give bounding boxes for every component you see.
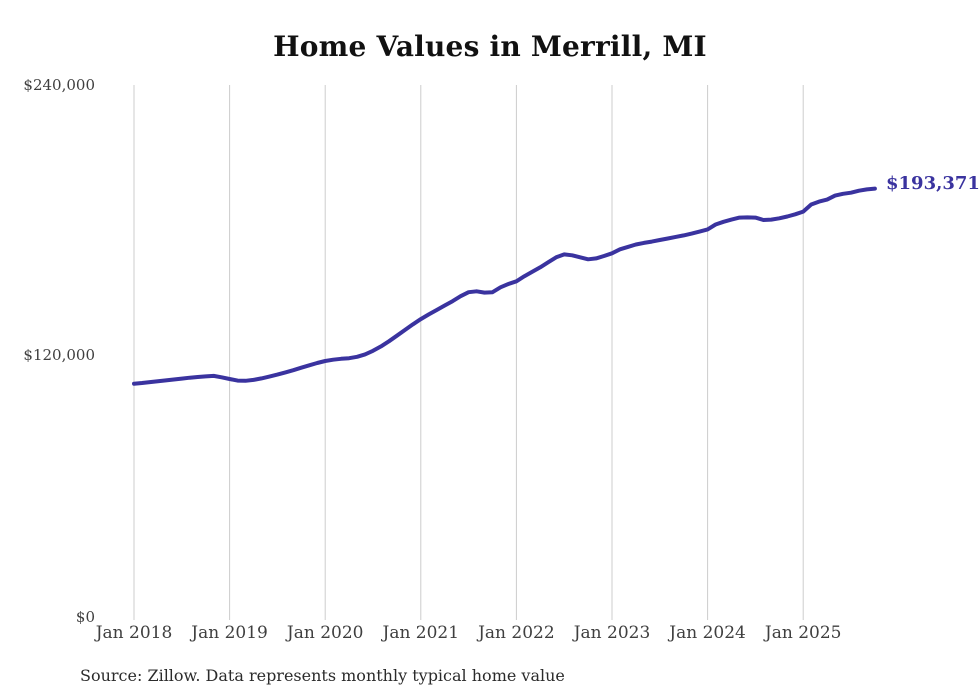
y-tick-label-0: $0 — [75, 608, 95, 626]
x-tick-label: Jan 2023 — [573, 623, 651, 643]
x-tick-label: Jan 2024 — [669, 623, 746, 643]
home-value-line — [132, 186, 877, 386]
latest-value-label: $193,371 — [886, 173, 980, 194]
x-tick-label: Jan 2020 — [286, 623, 364, 643]
chart-title: Home Values in Merrill, MI — [273, 30, 707, 63]
x-tick-label: Jan 2021 — [382, 623, 460, 643]
x-tick-label: Jan 2025 — [764, 623, 842, 643]
y-tick-label-240k: $240,000 — [23, 76, 95, 94]
x-tick-label: Jan 2019 — [191, 623, 268, 643]
x-tick-label: Jan 2018 — [95, 623, 173, 643]
source-note: Source: Zillow. Data represents monthly … — [80, 666, 565, 685]
vertical-gridlines — [133, 85, 804, 620]
x-tick-label: Jan 2022 — [478, 623, 555, 643]
y-tick-label-120k: $120,000 — [23, 346, 95, 364]
